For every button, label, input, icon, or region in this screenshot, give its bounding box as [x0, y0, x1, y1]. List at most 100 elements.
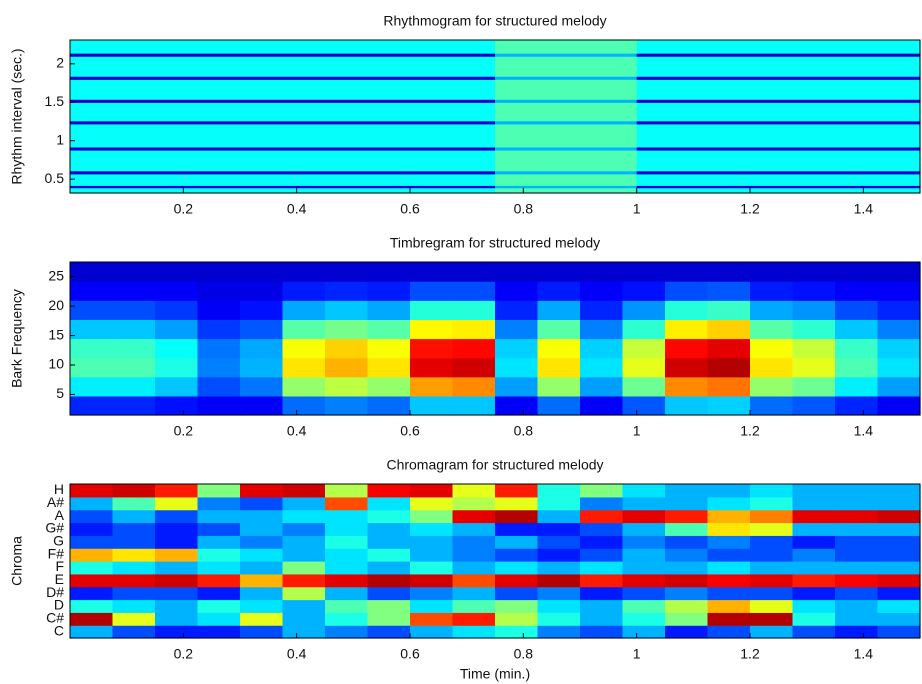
heatmap-cell	[622, 376, 666, 397]
heatmap-cell	[282, 573, 326, 588]
heatmap-cell	[410, 484, 454, 498]
heatmap-cell	[622, 522, 666, 536]
chart-title: Chromagram for structured melody	[386, 457, 603, 473]
heatmap-cell	[240, 376, 284, 397]
heatmap-cell	[70, 120, 496, 125]
heatmap-cell	[240, 357, 284, 378]
heatmap-cell	[792, 573, 836, 588]
heatmap-cell	[537, 338, 581, 359]
heatmap-cell	[580, 281, 624, 301]
heatmap-cell	[835, 522, 879, 536]
heatmap-cell	[410, 319, 454, 340]
heatmap-cell	[580, 612, 624, 626]
heatmap-cell	[197, 496, 241, 511]
heatmap-cell	[835, 319, 879, 340]
heatmap-cell	[112, 262, 156, 282]
heatmap-cell	[452, 376, 496, 397]
heatmap-cell	[325, 376, 369, 397]
heatmap-cell	[240, 395, 284, 416]
heatmap-cell	[367, 281, 411, 301]
heatmap-cell	[197, 262, 241, 282]
heatmap-cell	[495, 561, 539, 575]
heatmap-cell	[835, 573, 879, 588]
heatmap-cell	[622, 509, 666, 524]
heatmap-cell	[707, 509, 751, 524]
heatmap-cell	[240, 338, 284, 359]
heatmap-cell	[367, 535, 411, 549]
heatmap-cell	[665, 262, 709, 282]
heatmap-cell	[112, 522, 156, 536]
heatmap-cell	[750, 586, 794, 601]
heatmap-cell	[750, 262, 794, 282]
heatmap-cell	[70, 40, 496, 54]
heatmap-cell	[70, 187, 496, 194]
heatmap-cell	[750, 496, 794, 511]
heatmap-cell	[70, 76, 496, 80]
heatmap-cell	[410, 548, 454, 562]
chart-title: Timbregram for structured melody	[390, 235, 600, 251]
x-tick-label: 1.4	[854, 646, 874, 662]
heatmap-cell	[70, 281, 114, 301]
heatmap-cell	[750, 535, 794, 549]
heatmap-cell	[636, 56, 921, 77]
heatmap-cell	[112, 376, 156, 397]
heatmap-cell	[750, 395, 794, 416]
heatmap-cell	[665, 625, 709, 639]
heatmap-cell	[537, 281, 581, 301]
y-tick-label: F	[55, 558, 64, 574]
heatmap-cell	[452, 548, 496, 562]
heatmap-cell	[835, 625, 879, 639]
heatmap-cell	[197, 300, 241, 320]
heatmap-cell	[580, 561, 624, 575]
heatmap-cell	[112, 612, 156, 626]
heatmap-cell	[410, 625, 454, 639]
heatmap-cell	[112, 573, 156, 588]
heatmap-cell	[325, 625, 369, 639]
heatmap-cell	[636, 123, 921, 148]
heatmap-cell	[537, 561, 581, 575]
y-tick-label: G#	[45, 520, 64, 536]
heatmap-cell	[410, 262, 454, 282]
heatmap-cell	[240, 573, 284, 588]
heatmap-cell	[197, 357, 241, 378]
heatmap-cell	[495, 149, 638, 172]
heatmap-cell	[495, 187, 638, 194]
heatmap-cell	[877, 625, 921, 639]
heatmap-cell	[636, 76, 921, 80]
heatmap-cell	[537, 376, 581, 397]
heatmap-cell	[197, 509, 241, 524]
x-tick-label: 1.2	[740, 646, 760, 662]
heatmap-cell	[707, 496, 751, 511]
heatmap-cell	[70, 357, 114, 378]
heatmap-cell	[155, 338, 199, 359]
y-tick-label: C	[54, 622, 64, 638]
heatmap-cell	[70, 123, 496, 148]
heatmap-cell	[877, 535, 921, 549]
heatmap-cell	[325, 586, 369, 601]
heatmap-cell	[665, 376, 709, 397]
y-axis-label: Chroma	[9, 536, 25, 586]
heatmap-cell	[452, 319, 496, 340]
heatmap-cell	[835, 561, 879, 575]
heatmap-cell	[112, 625, 156, 639]
heatmap-cell	[622, 357, 666, 378]
heatmap-cell	[325, 395, 369, 416]
x-tick-label: 0.6	[400, 646, 420, 662]
heatmap-cell	[410, 535, 454, 549]
heatmap-cell	[622, 395, 666, 416]
heatmap-cell	[70, 79, 496, 100]
heatmap-cell	[452, 262, 496, 282]
heatmap-cell	[282, 300, 326, 320]
heatmap-cell	[622, 484, 666, 498]
heatmap-cell	[197, 319, 241, 340]
heatmap-cell	[622, 573, 666, 588]
heatmap-cell	[495, 612, 539, 626]
heatmap-cell	[580, 395, 624, 416]
heatmap-cell	[792, 586, 836, 601]
y-tick-label: A	[55, 507, 65, 523]
heatmap-cell	[325, 281, 369, 301]
x-tick-label: 1.2	[740, 423, 760, 439]
heatmap-cell	[750, 484, 794, 498]
heatmap-cell	[197, 484, 241, 498]
